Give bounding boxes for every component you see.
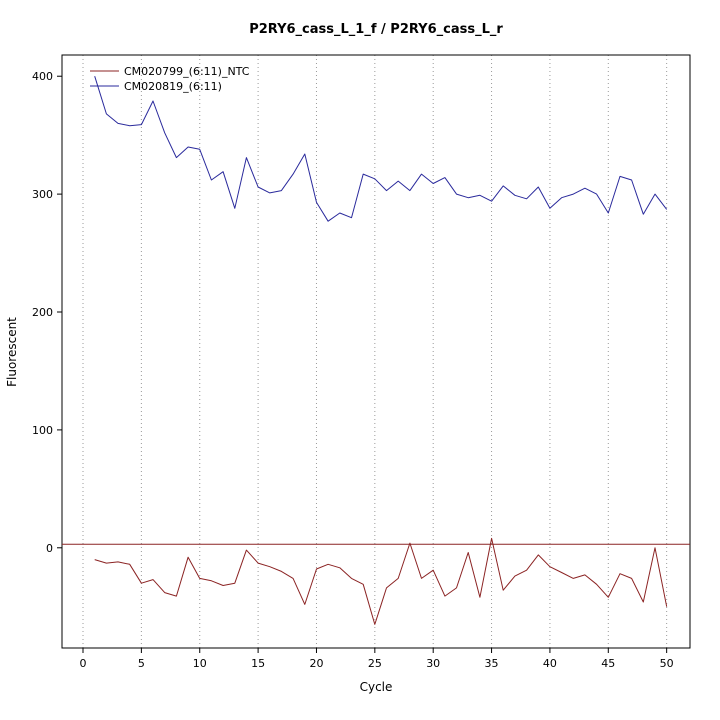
x-tick-label-40: 40 (543, 657, 557, 670)
x-tick-label-30: 30 (426, 657, 440, 670)
x-tick-label-10: 10 (193, 657, 207, 670)
y-axis-title: Fluorescent (5, 317, 19, 387)
vertical-gridlines (82, 55, 668, 648)
chart-title: P2RY6_cass_L_1_f / P2RY6_cass_L_r (249, 22, 503, 37)
y-axis: 0 100 200 300 400 (32, 70, 62, 555)
y-tick-label-400: 400 (32, 70, 53, 83)
x-tick-label-45: 45 (601, 657, 615, 670)
x-tick-label-15: 15 (251, 657, 265, 670)
x-tick-label-35: 35 (485, 657, 499, 670)
x-tick-label-5: 5 (138, 657, 145, 670)
series-line-0 (94, 537, 668, 625)
x-axis-title: Cycle (360, 680, 393, 694)
x-tick-label-0: 0 (80, 657, 87, 670)
plot-border (61, 54, 691, 649)
x-axis: 0 5 10 15 20 25 30 35 40 45 50 (80, 648, 674, 670)
series-line-1 (94, 76, 668, 222)
y-tick-label-100: 100 (32, 424, 53, 437)
y-tick-label-300: 300 (32, 188, 53, 201)
y-tick-label-200: 200 (32, 306, 53, 319)
x-tick-label-20: 20 (309, 657, 323, 670)
legend: CM020799_(6:11)_NTC CM020819_(6:11) (90, 65, 250, 93)
series-lines (94, 76, 668, 625)
legend-label-ntc: CM020799_(6:11)_NTC (124, 65, 250, 78)
legend-label-sample: CM020819_(6:11) (124, 80, 222, 93)
x-tick-label-50: 50 (660, 657, 674, 670)
y-tick-label-0: 0 (46, 542, 53, 555)
x-tick-label-25: 25 (368, 657, 382, 670)
